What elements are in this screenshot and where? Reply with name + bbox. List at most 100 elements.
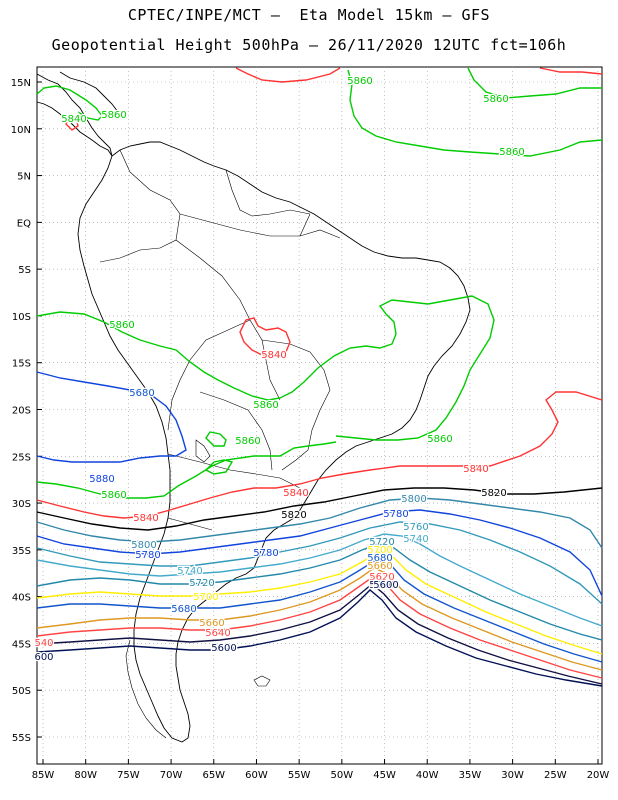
lon-tick-label: 25W [544,770,567,781]
lon-tick-label: 55W [288,770,311,781]
contour-label-5800: 5800 [131,540,156,551]
lon-tick-label: 80W [74,770,97,781]
contour-label-5860: 5840 [61,114,86,125]
contour-5860-central [36,295,495,441]
contour-label-5780: 5880 [89,474,114,485]
contour-5860-northeast [467,67,602,99]
contour-5840-north [235,67,341,83]
contour-5780 [36,371,187,463]
contour-label-5620: 5840 [369,580,394,591]
contour-label-5860: 5860 [235,436,260,447]
contour-5680 [36,559,603,663]
contour-5800 [36,497,603,549]
contour-5860-argentina [204,459,234,475]
contour-label-5660: 5660 [199,618,224,629]
contour-label-5780: 5780 [383,509,408,520]
contour-5720 [36,543,603,641]
lat-tick-label: 5N [17,172,31,183]
contour-5700 [36,551,603,655]
contour-5860-bolivia [205,431,227,447]
contour-5760 [36,521,603,605]
contour-5620 [36,583,603,685]
contour-label-5720: 5720 [189,578,214,589]
contour-label-5860: 5860 [483,94,508,105]
contour-label-5860: 5860 [427,434,452,445]
lon-tick-label: 40W [416,770,439,781]
contour-label-5680: 5680 [367,553,392,564]
contour-label-5840: 5840 [463,464,488,475]
country-borders [99,149,341,531]
contours [36,67,603,687]
contour-label-5660: 5660 [367,561,392,572]
caribbean-coast [59,71,119,113]
contour-5600 [36,589,603,687]
axis-ticks: 85W 80W 75W 70W 65W 60W 55W 50W 45W 40W 35W 30W 25W 2… [11,78,610,781]
contour-5820 [36,487,603,531]
contour-labels: 5860 5840 5860 5860 5860 5840 5860 5680 5860 5860… [33,75,526,665]
contour-label-5600: 5600 [373,580,398,591]
contour-5840-northeast [539,67,603,75]
map-title-line-1: CPTEC/INPE/MCT – Eta Model 15km – GFS [127,6,491,24]
contour-5640 [36,575,603,679]
contour-5860-south [36,441,337,499]
contour-label-5860: 5860 [101,490,126,501]
lon-tick-label: 20W [587,770,610,781]
contour-5840-honduras [65,117,79,131]
contour-label-5640: 540 [34,638,53,649]
lat-tick-label: 5S [18,265,31,276]
contour-label-5700: 5700 [367,545,392,556]
coastlines [36,71,471,743]
contour-label-5860: 5860 [347,76,372,87]
contour-5860-tropics [347,69,603,157]
lat-tick-label: 15N [11,78,31,89]
lon-tick-label: 35W [459,770,482,781]
contour-label-5720: 5720 [369,537,394,548]
contour-5840-south [36,391,603,519]
lat-tick-label: 45S [12,639,31,650]
lake [195,439,211,463]
contour-5840-brazil-cell [239,317,291,357]
contour-label-5860: 5860 [253,400,278,411]
contour-label-5860: 5860 [109,320,134,331]
lon-tick-label: 65W [202,770,225,781]
lat-tick-label: 10S [12,312,31,323]
contour-5780-south [36,509,603,597]
contour-label-5780: 5780 [135,550,160,561]
contour-label-5860: 5860 [101,110,126,121]
south-america-coast [77,141,471,743]
lat-tick-label: 50S [12,686,31,697]
contour-label-5600: 600 [34,652,53,663]
lat-tick-label: 55S [12,733,31,744]
contour-label-5640: 5620 [369,572,394,583]
contour-label-5780: 5780 [253,548,278,559]
lon-tick-label: 85W [32,770,55,781]
lon-tick-label: 30W [501,770,524,781]
lat-tick-label: 35S [12,546,31,557]
contour-label-5600: 5600 [211,643,236,654]
contour-label-5840: 5840 [261,350,286,361]
contour-5660 [36,567,603,671]
map-title-line-2: Geopotential Height 500hPa – 26/11/2020 … [51,36,567,54]
contour-label-5840: 5840 [283,488,308,499]
contour-label-5740: 5740 [177,566,202,577]
lat-lon-grid [37,67,602,764]
contour-5860-north [36,85,103,121]
lat-tick-label: 10N [11,125,31,136]
contour-label-5680: 5680 [129,388,154,399]
contour-label-5820: 5820 [281,510,306,521]
lon-tick-label: 45W [373,770,396,781]
lat-tick-label: EQ [17,218,31,229]
lon-tick-label: 70W [160,770,183,781]
lat-tick-label: 30S [12,499,31,510]
contour-label-5800: 5800 [401,494,426,505]
contour-label-5840: 5840 [133,513,158,524]
contour-label-5640: 5640 [205,628,230,639]
lat-tick-label: 15S [12,359,31,370]
contour-label-5820: 5820 [481,488,506,499]
contour-label-5760: 5760 [403,522,428,533]
chile-islands [125,639,167,739]
contour-label-5740: 5740 [403,534,428,545]
lat-tick-label: 25S [12,452,31,463]
map-frame [36,66,603,765]
